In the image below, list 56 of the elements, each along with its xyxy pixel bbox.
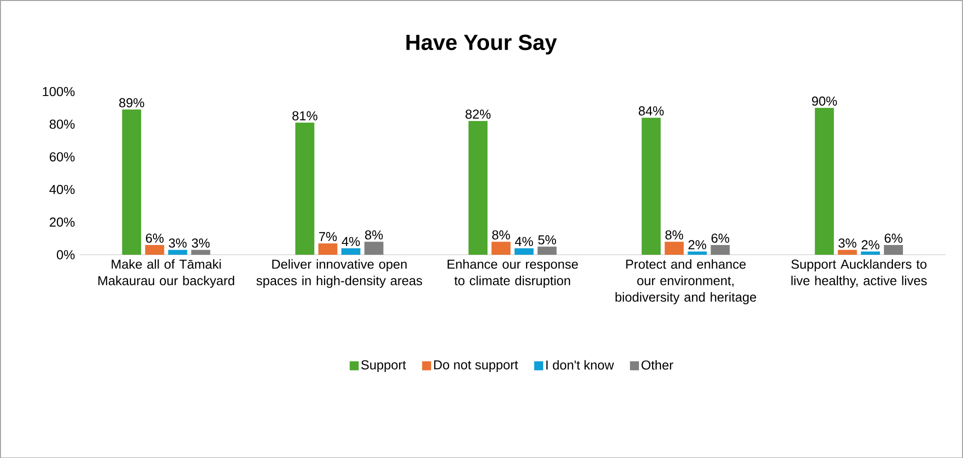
- data-label: 6%: [884, 233, 902, 243]
- bar: [468, 120, 488, 255]
- x-tick-label: Protect and enhance our environment, biodiversity and heritage: [616, 259, 756, 304]
- bar: [710, 244, 730, 255]
- data-label: 82%: [466, 109, 491, 119]
- data-label: 6%: [712, 233, 730, 243]
- data-label: 8%: [492, 230, 510, 240]
- data-label: 84%: [638, 106, 664, 116]
- data-label: 4%: [342, 236, 360, 246]
- bar: [341, 248, 360, 255]
- data-label: 90%: [812, 96, 837, 106]
- bar: [860, 251, 880, 255]
- bar: [538, 246, 557, 255]
- legend-label: Support: [361, 360, 406, 372]
- y-tick-label: 80%: [50, 119, 75, 129]
- chart-title: Have Your Say: [406, 34, 557, 54]
- data-label: 3%: [168, 238, 187, 248]
- bar: [688, 251, 707, 255]
- x-tick-label: Deliver innovative open spaces in high-density areas: [256, 259, 422, 288]
- bar: [492, 241, 511, 255]
- y-tick-label: 40%: [49, 184, 75, 194]
- data-label: 3%: [192, 238, 210, 248]
- y-tick-label: 100%: [42, 86, 75, 96]
- data-label: 8%: [665, 230, 684, 240]
- data-label: 3%: [838, 238, 856, 248]
- bar: [295, 122, 314, 255]
- y-tick-label: 60%: [50, 152, 75, 162]
- bar: [145, 244, 164, 255]
- data-label: 89%: [119, 98, 144, 108]
- data-label: 81%: [292, 110, 318, 120]
- data-label: 6%: [146, 233, 164, 243]
- bar: [191, 250, 210, 255]
- x-tick-label: Support Aucklanders to live healthy, active lives: [791, 259, 927, 288]
- data-label: 8%: [365, 230, 383, 240]
- legend-label: Do not support: [434, 360, 518, 372]
- bar: [318, 243, 338, 255]
- bar: [122, 109, 142, 255]
- y-tick-label: 20%: [50, 217, 75, 226]
- bar: [884, 244, 903, 255]
- data-label: 2%: [688, 240, 706, 250]
- bar: [814, 108, 834, 255]
- data-label: 7%: [319, 232, 337, 241]
- data-label: 4%: [514, 236, 533, 246]
- y-tick-label: 0%: [56, 250, 75, 260]
- bar: [642, 117, 661, 255]
- legend-label: I don't know: [546, 360, 614, 370]
- data-label: 5%: [538, 235, 556, 244]
- bar: [364, 241, 384, 255]
- data-label: 2%: [862, 240, 880, 250]
- x-tick-label: Enhance our response to climate disruption: [448, 259, 578, 288]
- bar: [168, 250, 188, 255]
- legend-label: Other: [642, 360, 674, 370]
- bar: [514, 248, 534, 255]
- bar: [664, 241, 684, 255]
- bar: [838, 250, 857, 255]
- x-tick-label: Make all of Tāmaki Makaurau our backyard: [98, 259, 234, 288]
